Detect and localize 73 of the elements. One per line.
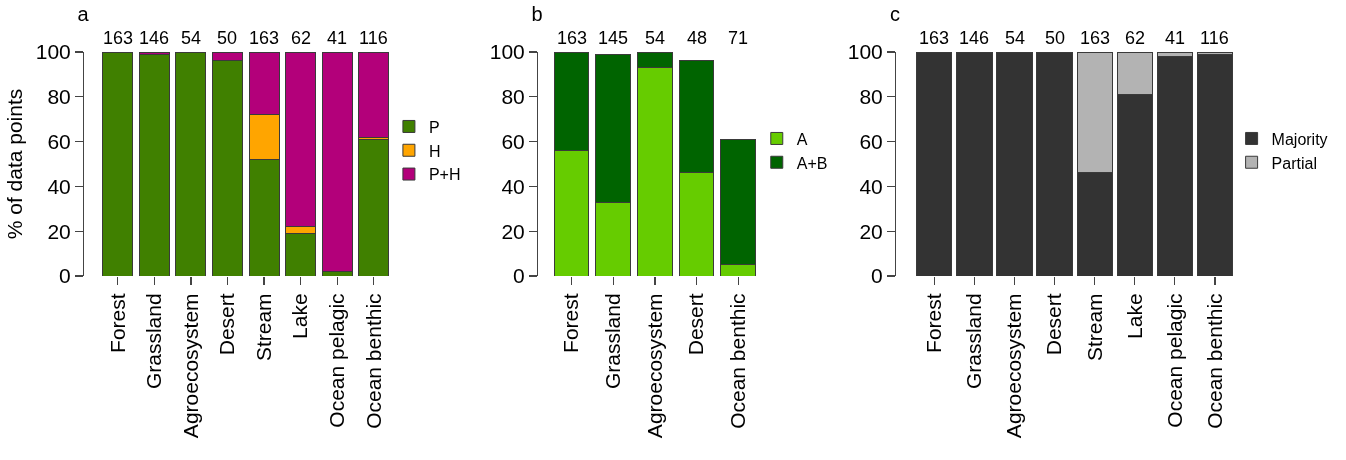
x-tick-label: Agroecosystem (1002, 293, 1026, 439)
y-tick-label: 60 (859, 129, 883, 153)
x-tick-label: Ocean benthic (726, 293, 750, 429)
text: 146 (959, 28, 990, 48)
y-tick-label: 60 (47, 129, 71, 153)
x-tick-label: Lake (288, 293, 312, 339)
x-tick-label: Forest (922, 293, 946, 353)
x-tick-label: Desert (684, 293, 708, 356)
chart-title: a (77, 2, 90, 25)
text: 54 (645, 28, 666, 48)
y-tick-label: 100 (35, 40, 71, 64)
x-tick-label: Grassland (601, 293, 625, 390)
y-axis-title: % of data points (2, 88, 26, 240)
y-tick-label: 80 (859, 85, 883, 109)
text: 62 (1125, 28, 1146, 48)
text: 163 (919, 28, 950, 48)
y-tick-label: 40 (501, 174, 525, 198)
x-tick-label: Ocean pelagic (324, 293, 348, 428)
y-tick-label: 20 (47, 219, 71, 243)
legend-label: P (428, 118, 440, 136)
legend-label: Majority (1271, 130, 1328, 148)
y-tick-label: 100 (847, 40, 883, 64)
text: 146 (139, 28, 170, 48)
y-tick-label: 0 (513, 264, 525, 288)
y-tick-label: 80 (47, 85, 71, 109)
text: 41 (327, 28, 348, 48)
bar (358, 52, 390, 138)
text: 163 (249, 28, 280, 48)
legend-label: Partial (1271, 154, 1317, 172)
y-tick-label: 0 (59, 264, 71, 288)
y-tick-label: 20 (859, 219, 883, 243)
text: 54 (1005, 28, 1026, 48)
text: 62 (291, 28, 312, 48)
text: 50 (1045, 28, 1066, 48)
x-tick-label: Grassland (142, 293, 166, 390)
x-tick-label: Ocean benthic (361, 293, 385, 429)
bar (321, 52, 353, 273)
x-tick-label: Stream (251, 293, 275, 362)
text: 163 (1080, 28, 1111, 48)
y-tick-label: 40 (47, 174, 71, 198)
chart-title: c (890, 2, 900, 25)
y-tick-label: 100 (489, 40, 525, 64)
legend-label: A+B (796, 154, 828, 172)
chart-title: b (531, 2, 543, 25)
x-tick-label: Ocean benthic (1202, 293, 1226, 429)
y-tick-label: 80 (501, 85, 525, 109)
text: 54 (181, 28, 202, 48)
x-tick-label: Desert (1042, 293, 1066, 356)
legend-label: P+H (428, 166, 461, 184)
text: 116 (1200, 28, 1229, 48)
legend-label: A (796, 130, 808, 148)
x-tick-label: Lake (1122, 293, 1146, 339)
y-tick-label: 40 (859, 174, 883, 198)
y-tick-label: 0 (871, 264, 883, 288)
x-tick-label: Ocean pelagic (1162, 293, 1186, 428)
x-tick-label: Agroecosystem (642, 293, 666, 439)
x-tick-label: Grassland (962, 293, 986, 390)
text: 50 (217, 28, 238, 48)
y-tick-label: 20 (501, 219, 525, 243)
text: 41 (1165, 28, 1186, 48)
x-tick-label: Forest (105, 293, 129, 353)
text: 145 (598, 28, 629, 48)
text: 163 (103, 28, 134, 48)
y-tick-label: 60 (501, 129, 525, 153)
text: 48 (687, 28, 708, 48)
x-tick-label: Desert (215, 293, 239, 356)
x-tick-label: Forest (559, 293, 583, 353)
text: 116 (359, 28, 388, 48)
legend-label: H (428, 142, 441, 160)
x-tick-label: Agroecosystem (178, 293, 202, 439)
text: 163 (557, 28, 588, 48)
x-tick-label: Stream (1082, 293, 1106, 362)
text: 71 (728, 28, 749, 48)
